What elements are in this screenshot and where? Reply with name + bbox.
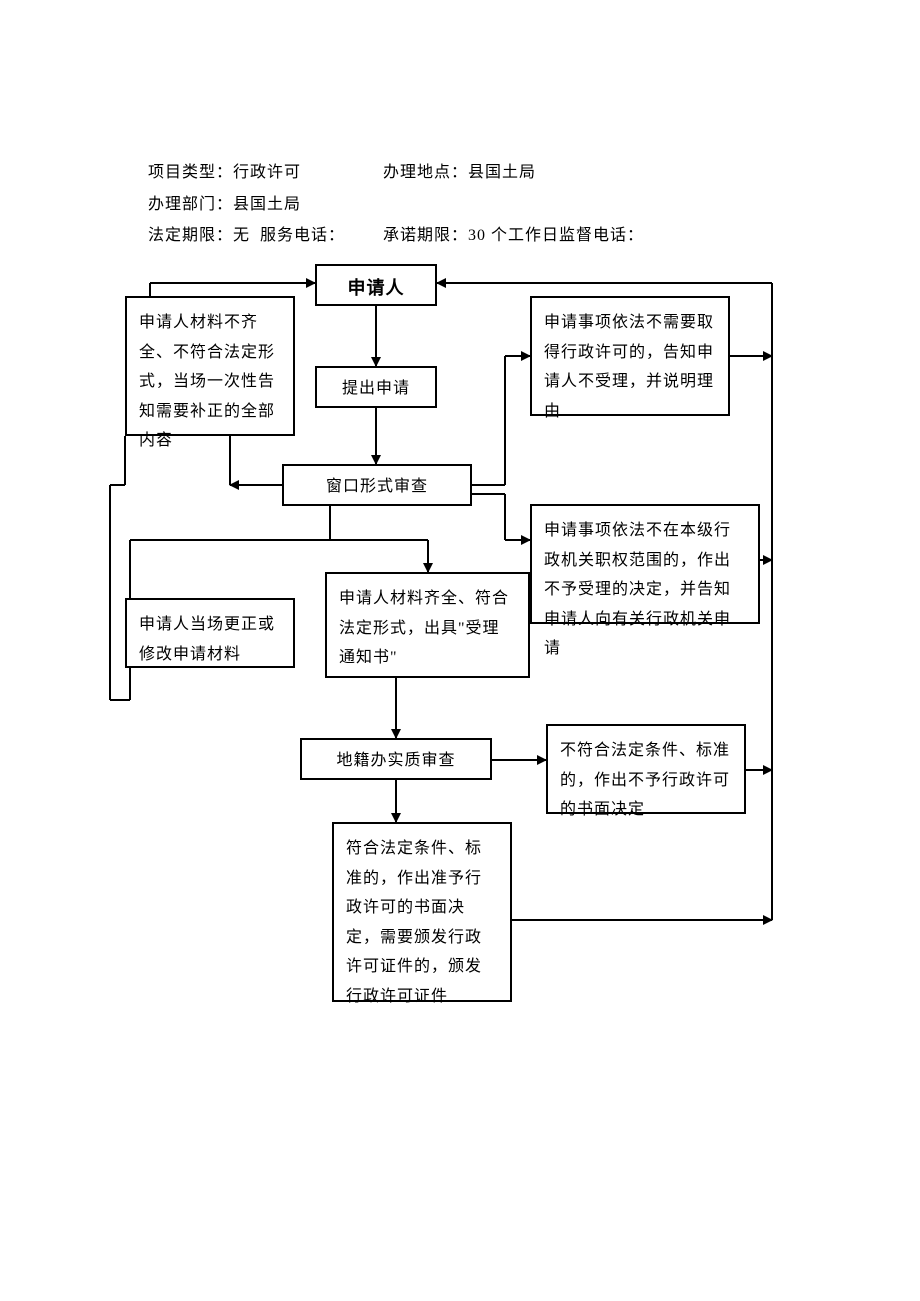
node-complete-material-label: 申请人材料齐全、符合法定形式，出具"受理通知书" (339, 590, 509, 666)
node-window-review: 窗口形式审查 (282, 464, 472, 506)
node-approve: 符合法定条件、标准的，作出准予行政许可的书面决定，需要颁发行政许可证件的，颁发行… (332, 822, 512, 1002)
node-no-permit-needed: 申请事项依法不需要取得行政许可的，告知申请人不受理，并说明理由 (530, 296, 730, 416)
node-out-of-scope: 申请事项依法不在本级行政机关职权范围的，作出不予受理的决定，并告知申请人向有关行… (530, 504, 760, 624)
node-correct-on-spot-label: 申请人当场更正或修改申请材料 (139, 616, 275, 663)
page-root: 项目类型：行政许可 办理地点：县国土局 办理部门：县国土局 法定期限：无 服务电… (0, 0, 920, 1301)
node-applicant: 申请人 (315, 264, 437, 306)
node-applicant-label: 申请人 (348, 278, 405, 298)
node-incomplete-label: 申请人材料不齐全、不符合法定形式，当场一次性告知需要补正的全部内容 (139, 314, 275, 449)
node-window-review-label: 窗口形式审查 (326, 478, 428, 495)
node-substantive-review-label: 地籍办实质审查 (336, 752, 455, 769)
node-correct-on-spot: 申请人当场更正或修改申请材料 (125, 598, 295, 668)
node-substantive-review: 地籍办实质审查 (300, 738, 492, 780)
node-no-permit-needed-label: 申请事项依法不需要取得行政许可的，告知申请人不受理，并说明理由 (544, 314, 714, 420)
node-submit: 提出申请 (315, 366, 437, 408)
node-approve-label: 符合法定条件、标准的，作出准予行政许可的书面决定，需要颁发行政许可证件的，颁发行… (346, 840, 482, 1005)
node-deny-label: 不符合法定条件、标准的，作出不予行政许可的书面决定 (560, 742, 730, 818)
node-incomplete: 申请人材料不齐全、不符合法定形式，当场一次性告知需要补正的全部内容 (125, 296, 295, 436)
node-deny: 不符合法定条件、标准的，作出不予行政许可的书面决定 (546, 724, 746, 814)
node-complete-material: 申请人材料齐全、符合法定形式，出具"受理通知书" (325, 572, 530, 678)
node-submit-label: 提出申请 (342, 380, 410, 397)
